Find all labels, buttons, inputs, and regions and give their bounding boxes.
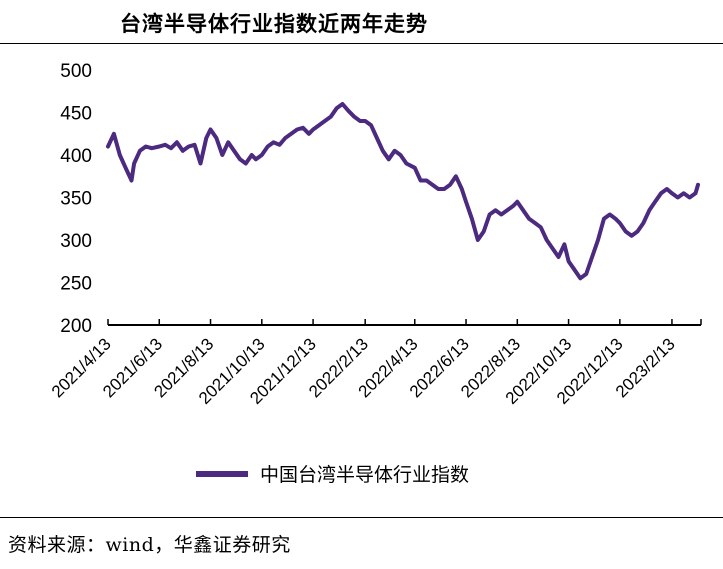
y-tick-label: 350 (60, 189, 92, 210)
line-chart: 200 250 300 350 400 450 500 2021/4/132021/6/13… (48, 61, 702, 486)
chart-title: 台湾半导体行业指数近两年走势 (120, 11, 428, 36)
legend-label: 中国台湾半导体行业指数 (260, 464, 469, 486)
source-note: 资料来源：wind，华鑫证券研究 (8, 534, 291, 556)
legend: 中国台湾半导体行业指数 (196, 464, 469, 486)
y-tick-label: 200 (60, 316, 92, 337)
bottom-divider (0, 517, 723, 518)
series-layer (106, 102, 700, 281)
y-tick-label: 400 (60, 146, 92, 167)
y-tick-label: 450 (60, 104, 92, 125)
y-axis: 200 250 300 350 400 450 500 (60, 61, 92, 337)
y-tick-label: 250 (60, 274, 92, 295)
series-line (106, 102, 700, 281)
y-tick-label: 500 (60, 61, 92, 82)
top-divider (0, 43, 723, 44)
x-axis: 2021/4/132021/6/132021/8/132021/10/13202… (48, 319, 702, 408)
y-tick-label: 300 (60, 231, 92, 252)
